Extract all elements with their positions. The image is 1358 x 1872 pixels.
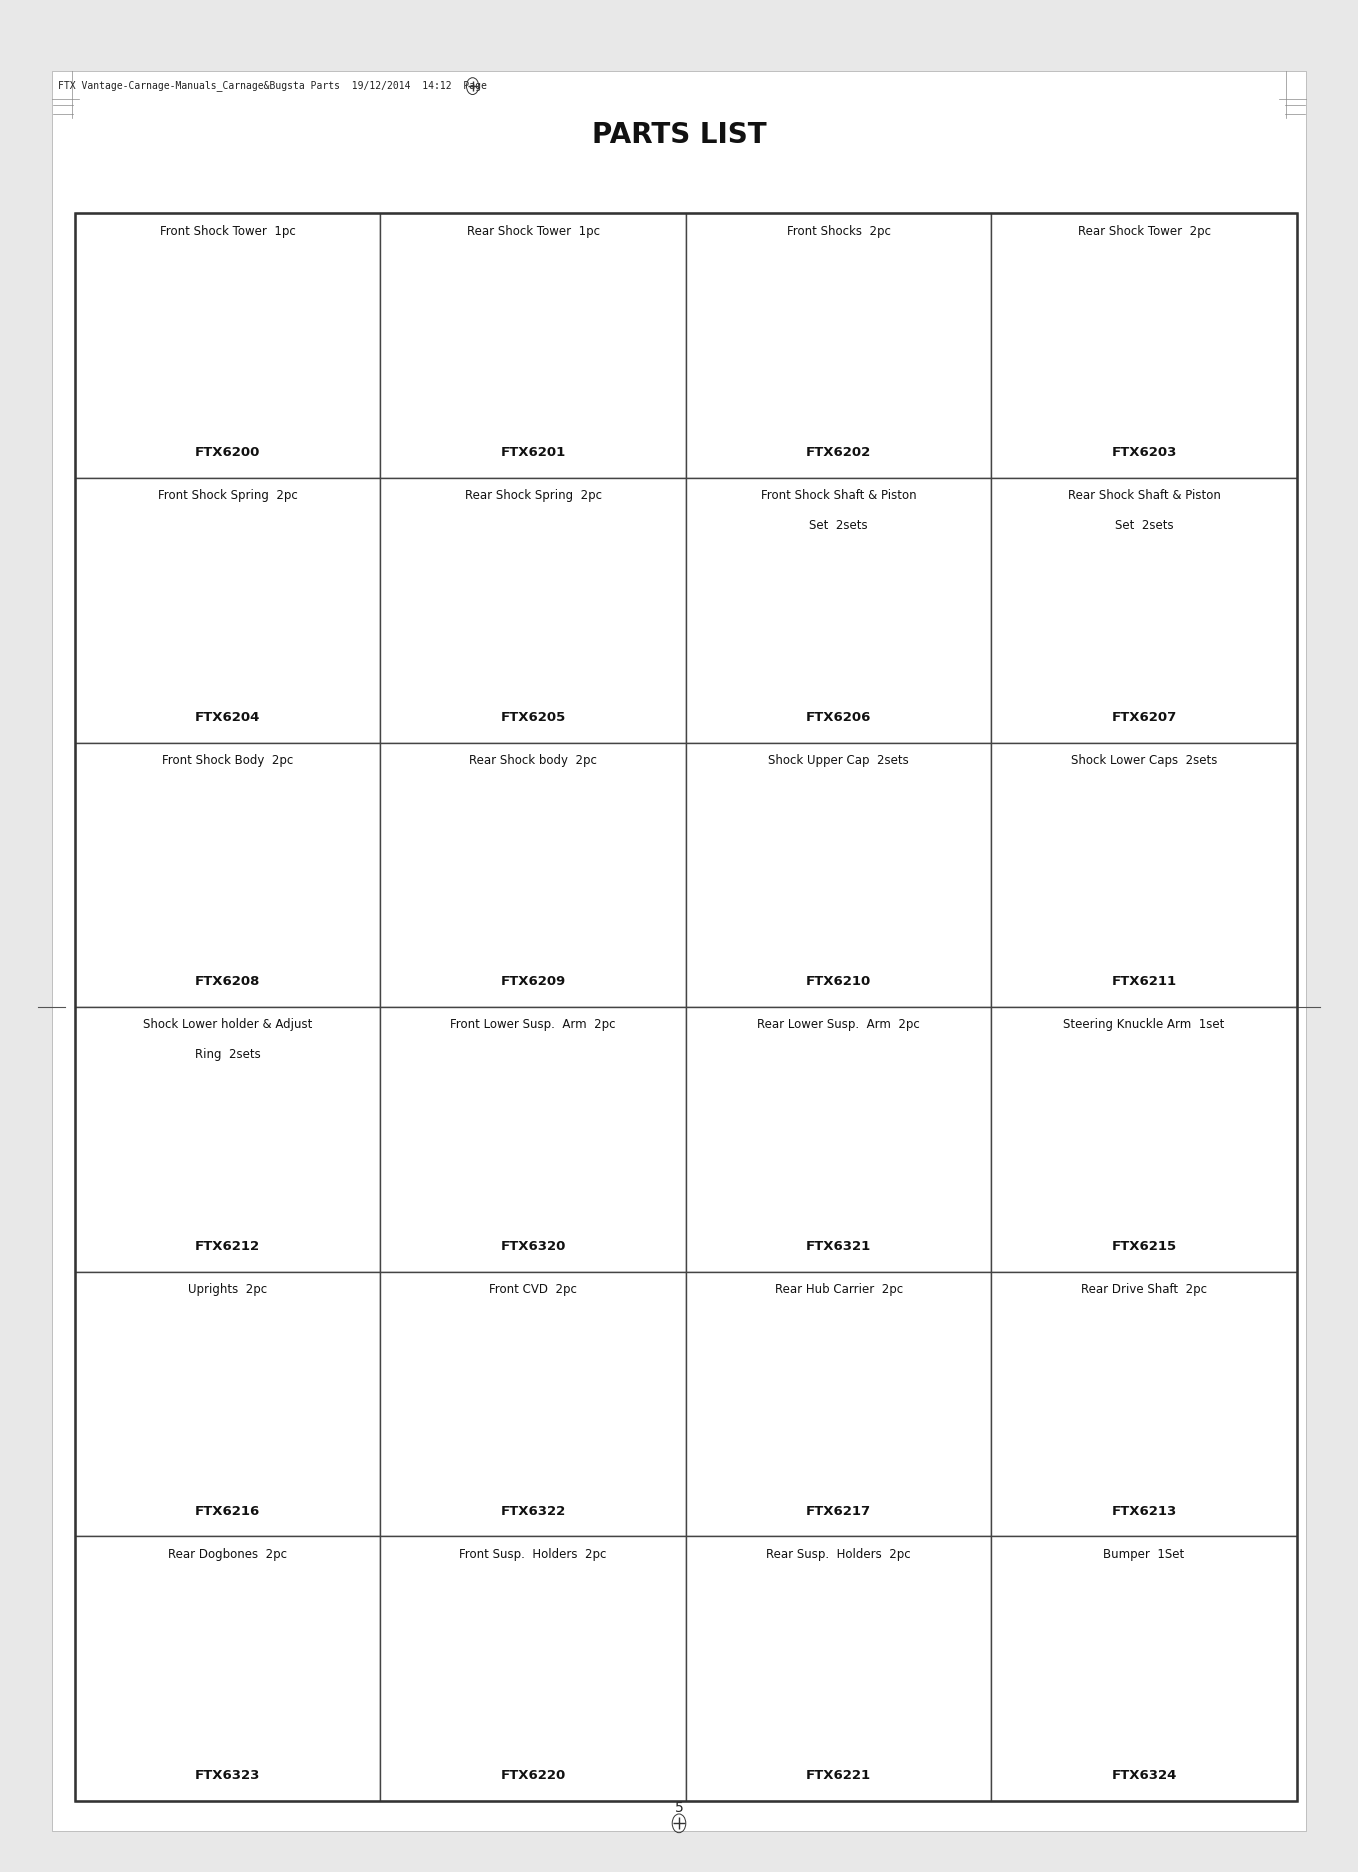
Bar [686,1537,991,1801]
Text: Shock Lower holder & Adjust: Shock Lower holder & Adjust [143,1018,312,1031]
Bar [380,743,686,1007]
Text: FTX6221: FTX6221 [807,1769,870,1782]
Bar [75,743,380,1007]
Text: FTX6209: FTX6209 [500,975,566,988]
Text: FTX6203: FTX6203 [1111,446,1177,459]
Bar [75,213,380,477]
Bar [686,213,991,477]
Bar [75,1007,380,1271]
Text: FTX6220: FTX6220 [500,1769,566,1782]
Bar [991,1007,1297,1271]
Bar [991,1537,1297,1801]
Bar [75,477,380,743]
Text: FTX6201: FTX6201 [500,446,566,459]
Text: FTX6212: FTX6212 [196,1239,259,1252]
Text: FTX6204: FTX6204 [194,711,261,724]
Bar [380,1537,686,1801]
Bar [991,213,1297,477]
Text: Rear Drive Shaft  2pc: Rear Drive Shaft 2pc [1081,1282,1207,1295]
Text: FTX6211: FTX6211 [1112,975,1176,988]
Text: Front Shocks  2pc: Front Shocks 2pc [786,225,891,238]
Text: Set  2sets: Set 2sets [1115,519,1173,532]
Text: FTX6207: FTX6207 [1111,711,1177,724]
Bar [380,213,686,477]
Text: FTX6215: FTX6215 [1112,1239,1176,1252]
Bar [380,1271,686,1537]
Text: Front Shock Tower  1pc: Front Shock Tower 1pc [160,225,295,238]
Text: 5: 5 [675,1801,683,1816]
Text: Rear Shock Shaft & Piston: Rear Shock Shaft & Piston [1067,489,1221,502]
Text: FTX6200: FTX6200 [194,446,261,459]
Text: Rear Shock Tower  2pc: Rear Shock Tower 2pc [1078,225,1210,238]
Text: Rear Shock Spring  2pc: Rear Shock Spring 2pc [464,489,602,502]
Text: Bumper  1Set: Bumper 1Set [1104,1548,1184,1561]
Bar [686,1271,991,1537]
Text: FTX6322: FTX6322 [500,1505,566,1518]
Bar [991,477,1297,743]
Text: Front CVD  2pc: Front CVD 2pc [489,1282,577,1295]
Text: Rear Hub Carrier  2pc: Rear Hub Carrier 2pc [774,1282,903,1295]
Bar [75,213,1297,1801]
Text: FTX6217: FTX6217 [807,1505,870,1518]
Text: Rear Susp.  Holders  2pc: Rear Susp. Holders 2pc [766,1548,911,1561]
Text: Front Susp.  Holders  2pc: Front Susp. Holders 2pc [459,1548,607,1561]
Bar [75,1537,380,1801]
Text: FTX6216: FTX6216 [194,1505,261,1518]
Text: Shock Upper Cap  2sets: Shock Upper Cap 2sets [769,754,909,768]
Text: Front Shock Shaft & Piston: Front Shock Shaft & Piston [760,489,917,502]
Text: Steering Knuckle Arm  1set: Steering Knuckle Arm 1set [1063,1018,1225,1031]
Text: Front Shock Body  2pc: Front Shock Body 2pc [162,754,293,768]
Text: Rear Shock Tower  1pc: Rear Shock Tower 1pc [467,225,599,238]
Text: Rear Shock body  2pc: Rear Shock body 2pc [469,754,598,768]
Text: Front Lower Susp.  Arm  2pc: Front Lower Susp. Arm 2pc [451,1018,615,1031]
Text: FTX6202: FTX6202 [805,446,872,459]
Text: FTX6206: FTX6206 [805,711,872,724]
Bar [380,1007,686,1271]
Bar [75,1271,380,1537]
Text: FTX6324: FTX6324 [1111,1769,1177,1782]
Bar [991,1271,1297,1537]
Text: Uprights  2pc: Uprights 2pc [187,1282,268,1295]
Text: FTX6208: FTX6208 [194,975,261,988]
Text: FTX6323: FTX6323 [194,1769,261,1782]
Text: Rear Lower Susp.  Arm  2pc: Rear Lower Susp. Arm 2pc [758,1018,919,1031]
Text: FTX6321: FTX6321 [805,1239,872,1252]
Text: Shock Lower Caps  2sets: Shock Lower Caps 2sets [1071,754,1217,768]
Text: Rear Dogbones  2pc: Rear Dogbones 2pc [168,1548,287,1561]
Text: Front Shock Spring  2pc: Front Shock Spring 2pc [158,489,297,502]
Bar [686,743,991,1007]
Text: FTX6213: FTX6213 [1111,1505,1177,1518]
Text: FTX6205: FTX6205 [500,711,566,724]
Bar [991,743,1297,1007]
Text: Ring  2sets: Ring 2sets [194,1048,261,1061]
Text: PARTS LIST: PARTS LIST [592,122,766,148]
Text: FTX6210: FTX6210 [805,975,872,988]
Bar [686,477,991,743]
Text: Set  2sets: Set 2sets [809,519,868,532]
Text: FTX6320: FTX6320 [500,1239,566,1252]
Text: FTX Vantage-Carnage-Manuals_Carnage&Bugsta Parts  19/12/2014  14:12  Page: FTX Vantage-Carnage-Manuals_Carnage&Bugs… [58,80,488,92]
Bar [380,477,686,743]
Bar [686,1007,991,1271]
